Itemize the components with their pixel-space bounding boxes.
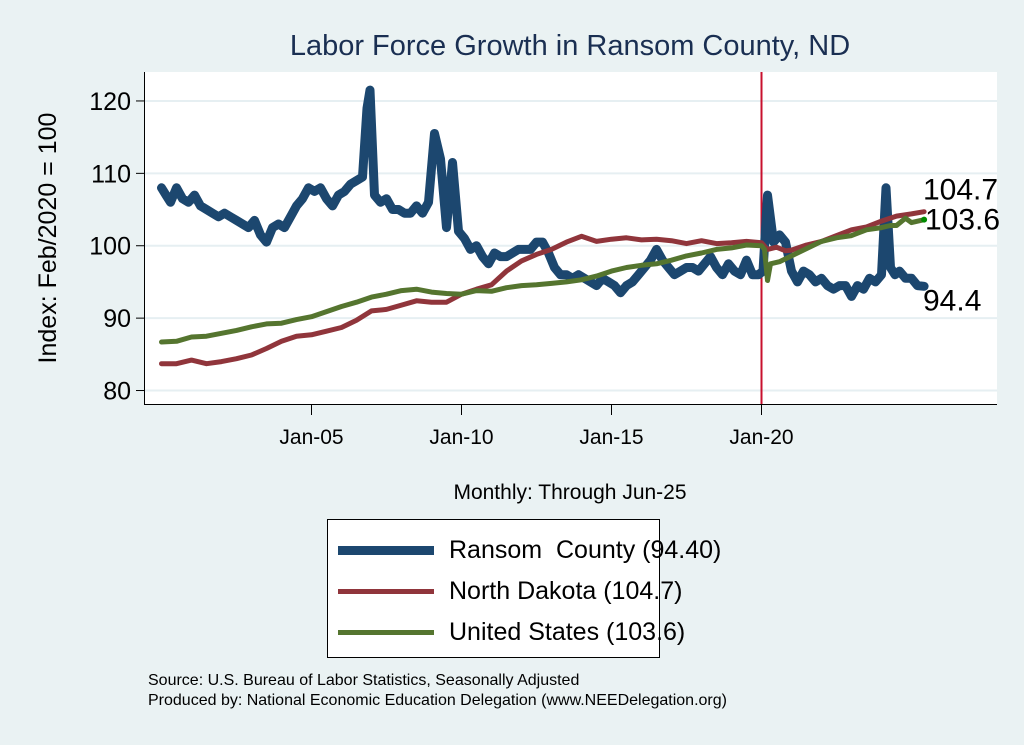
y-tick-label: 80 <box>103 378 131 406</box>
x-tick-label: Jan-10 <box>429 426 493 449</box>
legend: Ransom County (94.40) North Dakota (104.… <box>327 519 721 658</box>
legend-swatch-united-states <box>338 629 434 635</box>
grid-lines <box>145 99 997 392</box>
y-tick-label: 100 <box>89 233 131 261</box>
end-point-marker <box>921 216 928 223</box>
y-ticks: 80 90 100 110 120 <box>89 88 145 406</box>
series-line-united-states <box>159 215 927 345</box>
legend-label: Ransom County (94.40) <box>449 535 722 564</box>
y-tick-label: 120 <box>89 88 131 116</box>
series-group <box>157 85 929 367</box>
x-tick-label: Jan-15 <box>579 426 643 449</box>
series-line-ransom-county <box>157 85 929 301</box>
end-label-united-states: 103.6 <box>925 204 1000 237</box>
legend-swatch-north-dakota <box>338 588 434 594</box>
legend-label: United States (103.6) <box>449 617 686 646</box>
source-note: Source: U.S. Bureau of Labor Statistics,… <box>148 672 580 689</box>
x-axis-label: Monthly: Through Jun-25 <box>453 481 687 504</box>
legend-item-united-states: United States (103.6) <box>338 612 685 652</box>
end-label-north-dakota: 104.7 <box>923 174 998 207</box>
legend-item-north-dakota: North Dakota (104.7) <box>338 571 682 611</box>
y-axis-label: Index: Feb/2020 = 100 <box>34 113 62 364</box>
chart-title: Labor Force Growth in Ransom County, ND <box>289 30 851 62</box>
x-tick-label: Jan-20 <box>729 426 793 449</box>
end-label-ransom-county: 94.4 <box>923 284 981 317</box>
series-line-north-dakota <box>159 209 927 367</box>
producer-note: Produced by: National Economic Education… <box>148 692 727 709</box>
x-ticks: Jan-05 Jan-10 Jan-15 Jan-20 <box>279 405 794 449</box>
y-tick-label: 90 <box>103 305 131 333</box>
legend-swatch-ransom-county <box>338 545 434 555</box>
x-tick-label: Jan-05 <box>279 426 343 449</box>
legend-label: North Dakota (104.7) <box>449 576 683 605</box>
legend-item-ransom-county: Ransom County (94.40) <box>338 530 721 570</box>
y-tick-label: 110 <box>91 160 131 188</box>
